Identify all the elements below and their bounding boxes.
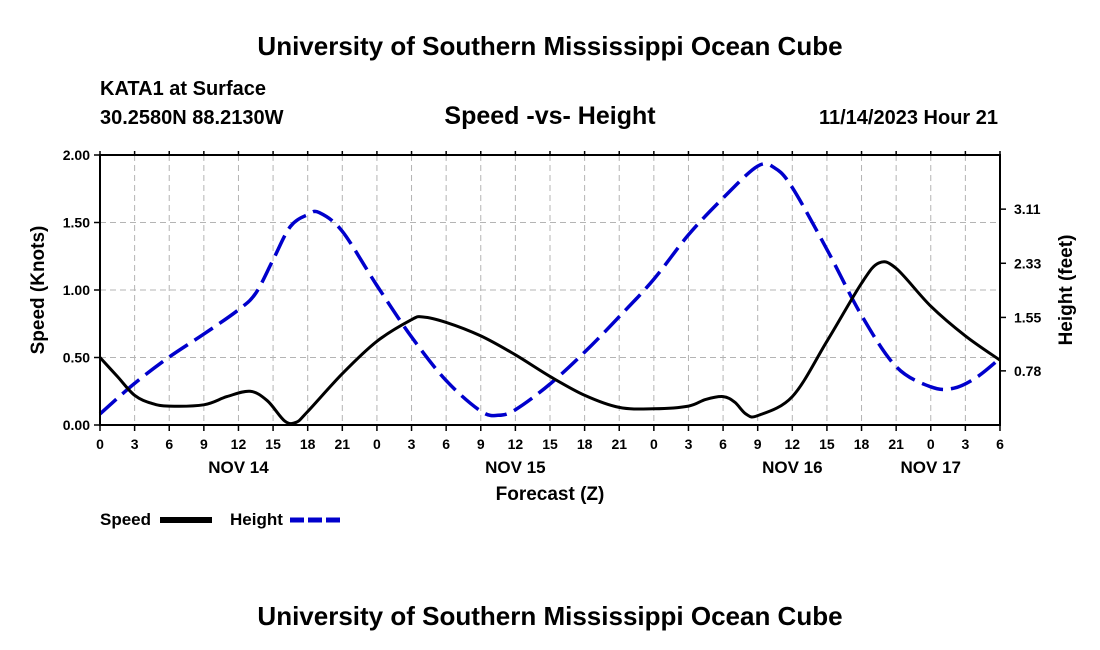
x-tick-label: 3 [961, 436, 969, 452]
series-line-speed [98, 260, 1001, 426]
series-line-height [98, 161, 1002, 418]
y-tick-label-left: 0.00 [63, 417, 90, 433]
y-tick-label-right: 2.33 [1014, 255, 1041, 271]
x-tick-label: 6 [996, 436, 1004, 452]
x-tick-label: 3 [131, 436, 139, 452]
x-date-label: NOV 16 [762, 458, 822, 477]
y-tick-label-right: 3.11 [1014, 201, 1041, 217]
coordinates-label: 30.2580N 88.2130W [100, 107, 284, 129]
forecast-datetime: 11/14/2023 Hour 21 [819, 107, 998, 129]
y-tick-label-left: 0.50 [63, 350, 90, 366]
x-tick-label: 12 [231, 436, 247, 452]
axes: 0 3 6 9 12 15 18 21 0 3 6 9 12 15 18 21 0 3 6 9 12 15 18 21 0 3 6 N… [63, 147, 1042, 477]
y-axis-title-left: Speed (Knots) [28, 226, 49, 355]
x-tick-label: 21 [335, 436, 351, 452]
x-tick-label: 3 [685, 436, 693, 452]
x-tick-label: 15 [819, 436, 835, 452]
x-date-label: NOV 14 [208, 458, 269, 477]
chart-title: Speed -vs- Height [444, 102, 656, 130]
y-tick-label-left: 2.00 [63, 147, 90, 163]
grid [100, 155, 1000, 425]
x-tick-label: 0 [96, 436, 104, 452]
page-title-top: University of Southern Mississippi Ocean… [257, 31, 842, 61]
y-tick-label-right: 1.55 [1014, 309, 1041, 325]
x-tick-label: 0 [373, 436, 381, 452]
x-tick-label: 0 [927, 436, 935, 452]
x-tick-label: 18 [577, 436, 593, 452]
x-tick-label: 12 [785, 436, 801, 452]
x-tick-label: 21 [888, 436, 904, 452]
x-tick-label: 21 [611, 436, 627, 452]
x-tick-label: 6 [165, 436, 173, 452]
x-axis-title: Forecast (Z) [496, 484, 605, 505]
legend-label-height: Height [230, 510, 283, 529]
legend-label-speed: Speed [100, 510, 151, 529]
page-title-bottom: University of Southern Mississippi Ocean… [257, 601, 842, 631]
y-axis-title-right: Height (feet) [1056, 235, 1077, 346]
x-tick-label: 12 [508, 436, 524, 452]
x-tick-label: 9 [754, 436, 762, 452]
x-tick-label: 18 [300, 436, 316, 452]
y-tick-label-right: 0.78 [1014, 363, 1041, 379]
series-layer [98, 161, 1002, 426]
x-tick-label: 6 [442, 436, 450, 452]
y-tick-label-left: 1.50 [63, 215, 90, 231]
x-date-label: NOV 15 [485, 458, 545, 477]
x-tick-label: 15 [542, 436, 558, 452]
x-tick-label: 15 [265, 436, 281, 452]
x-tick-label: 0 [650, 436, 658, 452]
legend: Speed Height [100, 510, 342, 529]
x-tick-label: 18 [854, 436, 870, 452]
x-tick-label: 6 [719, 436, 727, 452]
y-tick-label-left: 1.00 [63, 282, 90, 298]
x-tick-label: 9 [477, 436, 485, 452]
x-date-label: NOV 17 [901, 458, 961, 477]
station-label: KATA1 at Surface [100, 78, 266, 100]
x-tick-label: 3 [408, 436, 416, 452]
x-tick-label: 9 [200, 436, 208, 452]
